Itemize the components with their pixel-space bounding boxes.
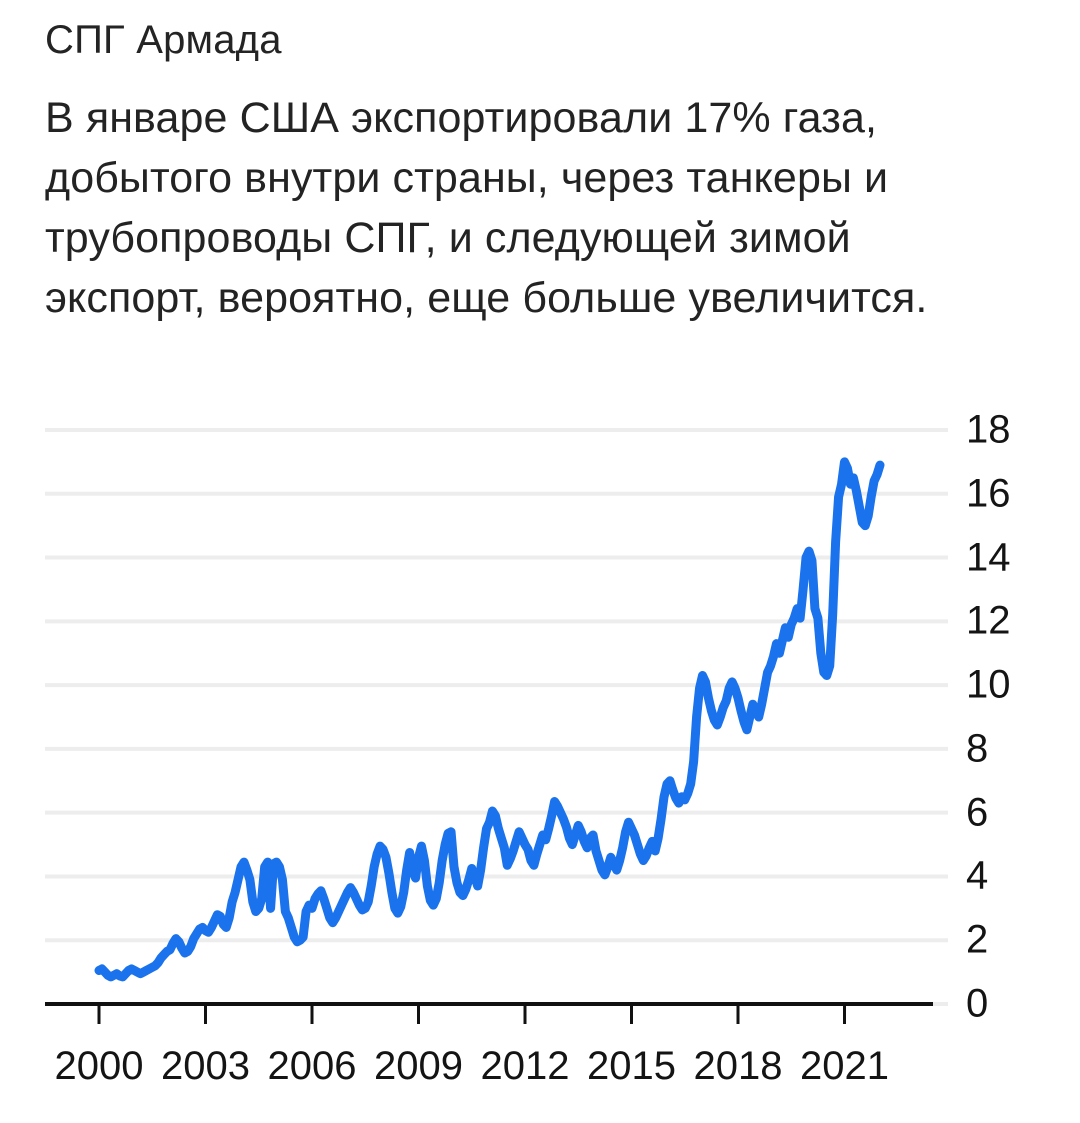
x-axis-label: 2006 (267, 1044, 357, 1088)
y-axis-label: 12 (966, 598, 1011, 643)
subtitle-line: экспорт, вероятно, еще больше увеличится… (45, 274, 928, 322)
x-axis-label: 2000 (54, 1044, 144, 1088)
y-axis-label: 6 (966, 790, 989, 835)
x-axis-label: 2012 (480, 1044, 570, 1088)
y-axis-label: 8 (966, 726, 989, 771)
y-axis-label: 14 (966, 535, 1011, 580)
y-axis-label: 0 (966, 981, 989, 1026)
page-title: СПГ Армада (45, 18, 282, 62)
x-axis-label: 2015 (587, 1044, 676, 1088)
x-axis-label: 2009 (374, 1044, 463, 1088)
subtitle-line: В январе США экспортировали 17% газа, (45, 94, 878, 142)
lng-exports-series-line (94, 457, 885, 982)
chart-subtitle: В январе США экспортировали 17% газа, до… (45, 88, 927, 328)
x-axis-label: 2018 (693, 1044, 783, 1088)
y-axis-label: 2 (966, 917, 989, 962)
y-axis-label: 4 (966, 853, 989, 898)
y-axis-label: 10 (966, 662, 1011, 707)
x-axis-label: 2021 (800, 1044, 889, 1088)
subtitle-line: трубопроводы СПГ, и следующей зимой (45, 214, 851, 262)
y-axis-label: 16 (966, 471, 1011, 516)
subtitle-line: добытого внутри страны, через танкеры и (45, 154, 889, 202)
y-axis-label: 18 (966, 407, 1011, 452)
x-axis-label: 2003 (161, 1044, 250, 1088)
